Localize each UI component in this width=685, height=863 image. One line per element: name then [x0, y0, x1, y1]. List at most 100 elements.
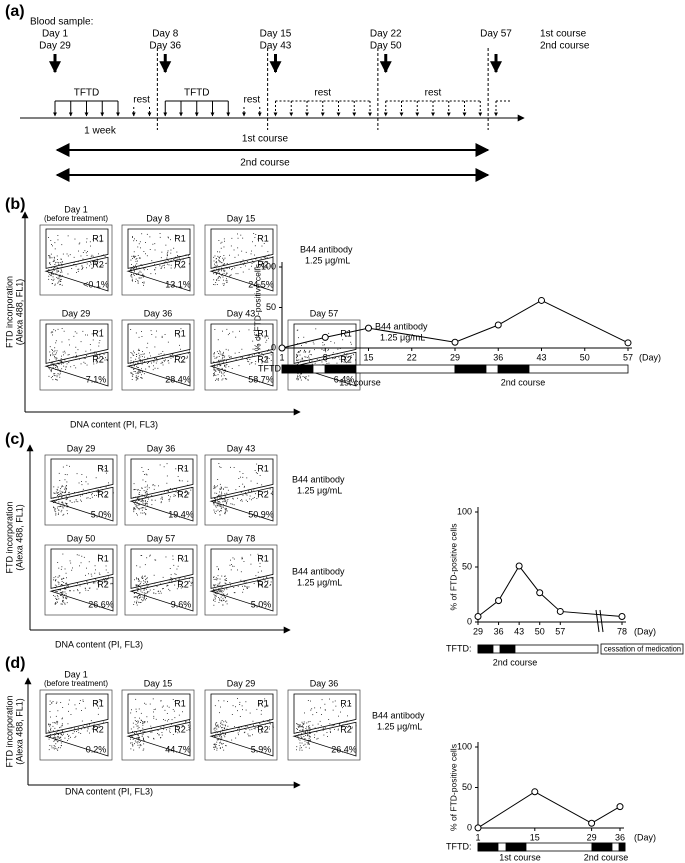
- event: [56, 716, 57, 717]
- event: [61, 368, 62, 369]
- event: [57, 380, 58, 381]
- label: R1: [257, 233, 269, 243]
- event: [143, 583, 144, 584]
- event: [174, 711, 175, 712]
- event: [147, 363, 148, 364]
- event: [79, 483, 80, 484]
- event: [298, 726, 299, 727]
- event: [250, 496, 251, 497]
- event: [57, 495, 58, 496]
- label: 1 week: [84, 126, 117, 137]
- event: [253, 721, 254, 722]
- event: [310, 740, 311, 741]
- event: [312, 364, 313, 365]
- event: [66, 573, 67, 574]
- event: [64, 351, 65, 352]
- event: [57, 562, 58, 563]
- event: [271, 493, 272, 494]
- event: [265, 342, 266, 343]
- event: [352, 727, 353, 728]
- event: [65, 589, 66, 590]
- event: [57, 267, 58, 268]
- event: [219, 268, 220, 269]
- event: [225, 725, 226, 726]
- event: [332, 725, 333, 726]
- event: [218, 510, 219, 511]
- event: [48, 276, 49, 277]
- event: [237, 570, 238, 571]
- event: [217, 505, 218, 506]
- event: [156, 363, 157, 364]
- event: [220, 243, 221, 244]
- event: [140, 247, 141, 248]
- event: [49, 368, 50, 369]
- label: 22: [407, 352, 417, 362]
- event: [233, 499, 234, 500]
- event: [142, 736, 143, 737]
- event: [62, 342, 63, 343]
- event: [227, 603, 228, 604]
- event: [328, 349, 329, 350]
- event: [253, 725, 254, 726]
- event: [72, 568, 73, 569]
- event: [63, 254, 64, 255]
- event: [232, 566, 233, 567]
- event: [171, 574, 172, 575]
- event: [78, 730, 79, 731]
- event: [65, 604, 66, 605]
- event: [219, 362, 220, 363]
- event: [302, 729, 303, 730]
- event: [66, 593, 67, 594]
- event: [300, 376, 301, 377]
- event: [330, 729, 331, 730]
- event: [61, 364, 62, 365]
- event: [61, 361, 62, 362]
- event: [222, 744, 223, 745]
- event: [138, 579, 139, 580]
- event: [220, 352, 221, 353]
- event: [140, 361, 141, 362]
- event: [223, 721, 224, 722]
- event: [163, 588, 164, 589]
- event: [56, 359, 57, 360]
- event: [87, 264, 88, 265]
- event: [309, 350, 310, 351]
- event: [320, 721, 321, 722]
- event: [63, 582, 64, 583]
- event: [254, 497, 255, 498]
- event: [57, 283, 58, 284]
- event: [140, 731, 141, 732]
- event: [55, 576, 56, 577]
- event: [304, 723, 305, 724]
- event: [322, 342, 323, 343]
- event: [142, 364, 143, 365]
- event: [229, 255, 230, 256]
- event: [55, 511, 56, 512]
- event: [153, 712, 154, 713]
- event: [49, 726, 50, 727]
- event: [230, 275, 231, 276]
- event: [252, 241, 253, 242]
- event: [57, 262, 58, 263]
- event: [260, 566, 261, 567]
- label: 50: [462, 561, 472, 571]
- event: [110, 583, 111, 584]
- event: [140, 372, 141, 373]
- event: [49, 274, 50, 275]
- event: [79, 244, 80, 245]
- event: [56, 492, 57, 493]
- event: [75, 704, 76, 705]
- event: [219, 591, 220, 592]
- event: [137, 590, 138, 591]
- event: [61, 734, 62, 735]
- event: [256, 709, 257, 710]
- event: [161, 252, 162, 253]
- event: [182, 711, 183, 712]
- event: [135, 256, 136, 257]
- event: [143, 480, 144, 481]
- event: [59, 374, 60, 375]
- event: [214, 501, 215, 502]
- event: [179, 715, 180, 716]
- event: [309, 748, 310, 749]
- event: [138, 255, 139, 256]
